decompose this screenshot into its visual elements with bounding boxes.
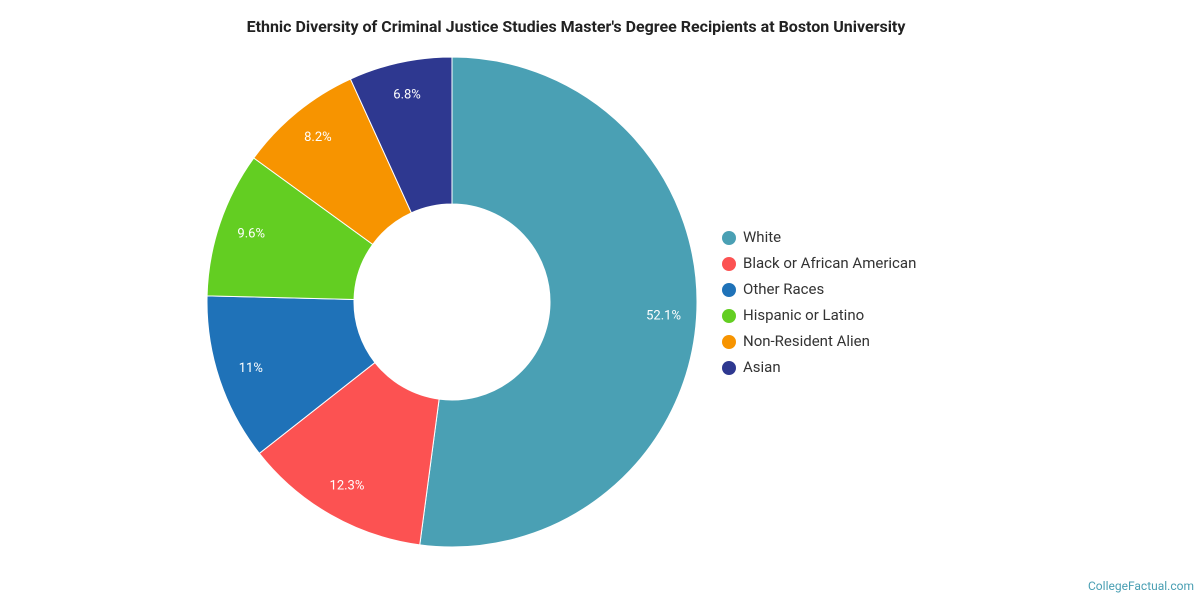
- donut-slice: [349, 56, 453, 214]
- legend-label[interactable]: Other Races: [743, 280, 824, 298]
- legend-marker[interactable]: [722, 335, 736, 349]
- legend-label[interactable]: Asian: [743, 358, 781, 376]
- slice-label: 52.1%: [646, 308, 681, 323]
- slice-label: 12.3%: [330, 479, 365, 494]
- legend-marker[interactable]: [722, 283, 736, 297]
- slice-label: 6.8%: [393, 87, 421, 102]
- legend-label[interactable]: White: [743, 228, 781, 246]
- source-link[interactable]: CollegeFactual.com: [1088, 579, 1194, 593]
- legend-marker[interactable]: [722, 231, 736, 245]
- legend-label[interactable]: Black or African American: [743, 254, 916, 272]
- legend-marker[interactable]: [722, 257, 736, 271]
- slice-label: 9.6%: [237, 226, 265, 241]
- donut-slice: [258, 361, 440, 546]
- legend-marker[interactable]: [722, 361, 736, 375]
- legend-marker[interactable]: [722, 309, 736, 323]
- legend-label[interactable]: Non-Resident Alien: [743, 332, 870, 350]
- donut-slice: [419, 56, 698, 548]
- slice-label: 11%: [239, 361, 263, 376]
- slice-label: 8.2%: [304, 130, 332, 145]
- chart-title: Ethnic Diversity of Criminal Justice Stu…: [247, 17, 907, 36]
- legend-label[interactable]: Hispanic or Latino: [743, 306, 864, 324]
